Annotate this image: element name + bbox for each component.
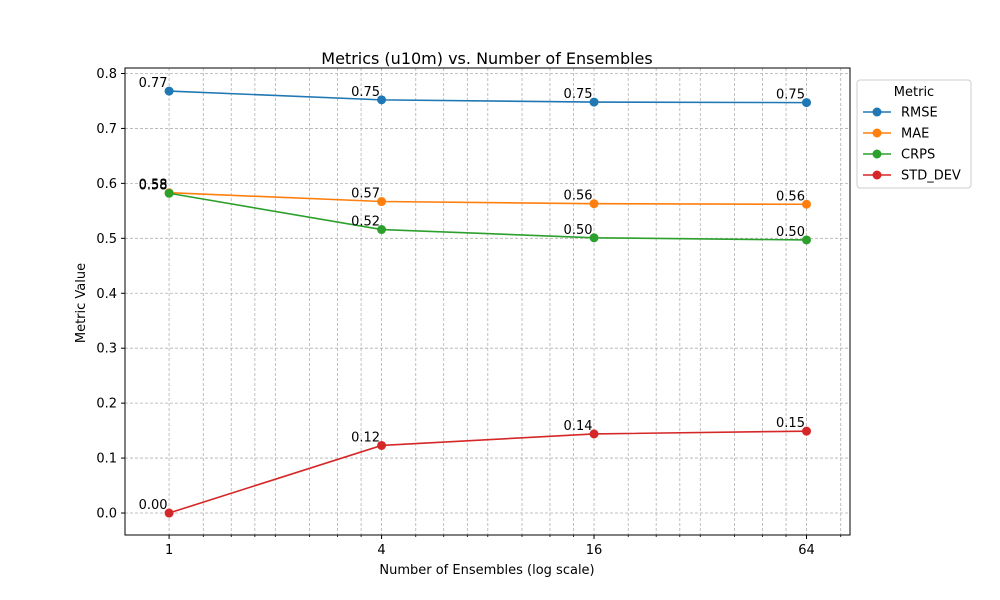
data-label: 0.56	[776, 189, 805, 204]
chart-title: Metrics (u10m) vs. Number of Ensembles	[321, 49, 652, 68]
data-label: 0.15	[776, 416, 805, 431]
data-label: 0.50	[564, 223, 593, 238]
legend: Metric RMSE MAE CRPS STD_DEV	[856, 79, 972, 189]
legend-title: Metric	[894, 85, 934, 100]
legend-marker	[872, 107, 882, 117]
data-label: 0.58	[139, 178, 168, 193]
data-point	[802, 235, 812, 245]
x-tick-label: 64	[798, 543, 815, 558]
x-tick-label: 16	[586, 543, 603, 558]
legend-marker	[872, 170, 882, 180]
legend-marker	[872, 128, 882, 138]
y-tick-label: 0.5	[96, 232, 117, 247]
legend-label: RMSE	[901, 106, 938, 121]
series-line	[168, 192, 807, 241]
series-line	[169, 191, 807, 206]
data-label: 0.58	[139, 178, 168, 193]
axes-layer: 1 4 16 64 0.0 0.1 0.2 0.3 0.4 0.5 0.6 0.7 0.8	[96, 67, 851, 558]
grid-layer	[125, 68, 850, 535]
legend-label: MAE	[901, 127, 929, 142]
x-axis-label: Number of Ensembles (log scale)	[379, 563, 594, 578]
data-label: 0.56	[564, 189, 593, 204]
data-point	[377, 197, 387, 207]
series-line	[168, 430, 807, 514]
y-tick-label: 0.3	[96, 342, 117, 357]
data-label: 0.57	[351, 187, 380, 202]
data-point	[802, 426, 812, 436]
y-tick-label: 0.6	[96, 177, 117, 192]
y-tick-label: 0.8	[96, 67, 117, 82]
y-tick-label: 0.7	[96, 122, 117, 137]
data-point	[377, 440, 387, 450]
data-label: 0.52	[351, 215, 380, 230]
legend-box	[856, 79, 972, 189]
series-line	[169, 90, 807, 104]
data-point	[164, 86, 174, 96]
data-label: 0.75	[776, 88, 805, 103]
legend-label: STD_DEV	[901, 169, 961, 184]
data-point	[589, 429, 599, 439]
data-label: 0.77	[139, 76, 168, 91]
data-point	[802, 199, 812, 209]
y-tick-label: 0.1	[96, 452, 117, 467]
data-point	[377, 95, 387, 105]
data-label: 0.00	[139, 498, 168, 513]
data-point	[589, 233, 599, 243]
data-label: 0.75	[564, 87, 593, 102]
data-point	[802, 98, 812, 108]
y-axis-label: Metric Value	[74, 263, 89, 343]
legend-marker	[872, 149, 882, 159]
data-point	[377, 225, 387, 235]
x-tick-label: 1	[165, 543, 173, 558]
x-tick-label: 4	[377, 543, 385, 558]
legend-label: CRPS	[901, 148, 935, 163]
data-label: 0.12	[351, 430, 380, 445]
data-point	[589, 97, 599, 107]
data-label: 0.14	[564, 419, 593, 434]
y-tick-label: 0.2	[96, 397, 117, 412]
data-point	[589, 199, 599, 209]
y-tick-label: 0.4	[96, 287, 117, 302]
y-tick-label: 0.0	[96, 507, 117, 522]
data-label: 0.50	[776, 225, 805, 240]
data-label: 0.75	[351, 85, 380, 100]
data-point	[164, 188, 174, 198]
series-layer: 0.770.75 0.75 0.750.580.57 0.56 0.560.580.52…	[139, 76, 812, 518]
data-point	[164, 508, 174, 518]
